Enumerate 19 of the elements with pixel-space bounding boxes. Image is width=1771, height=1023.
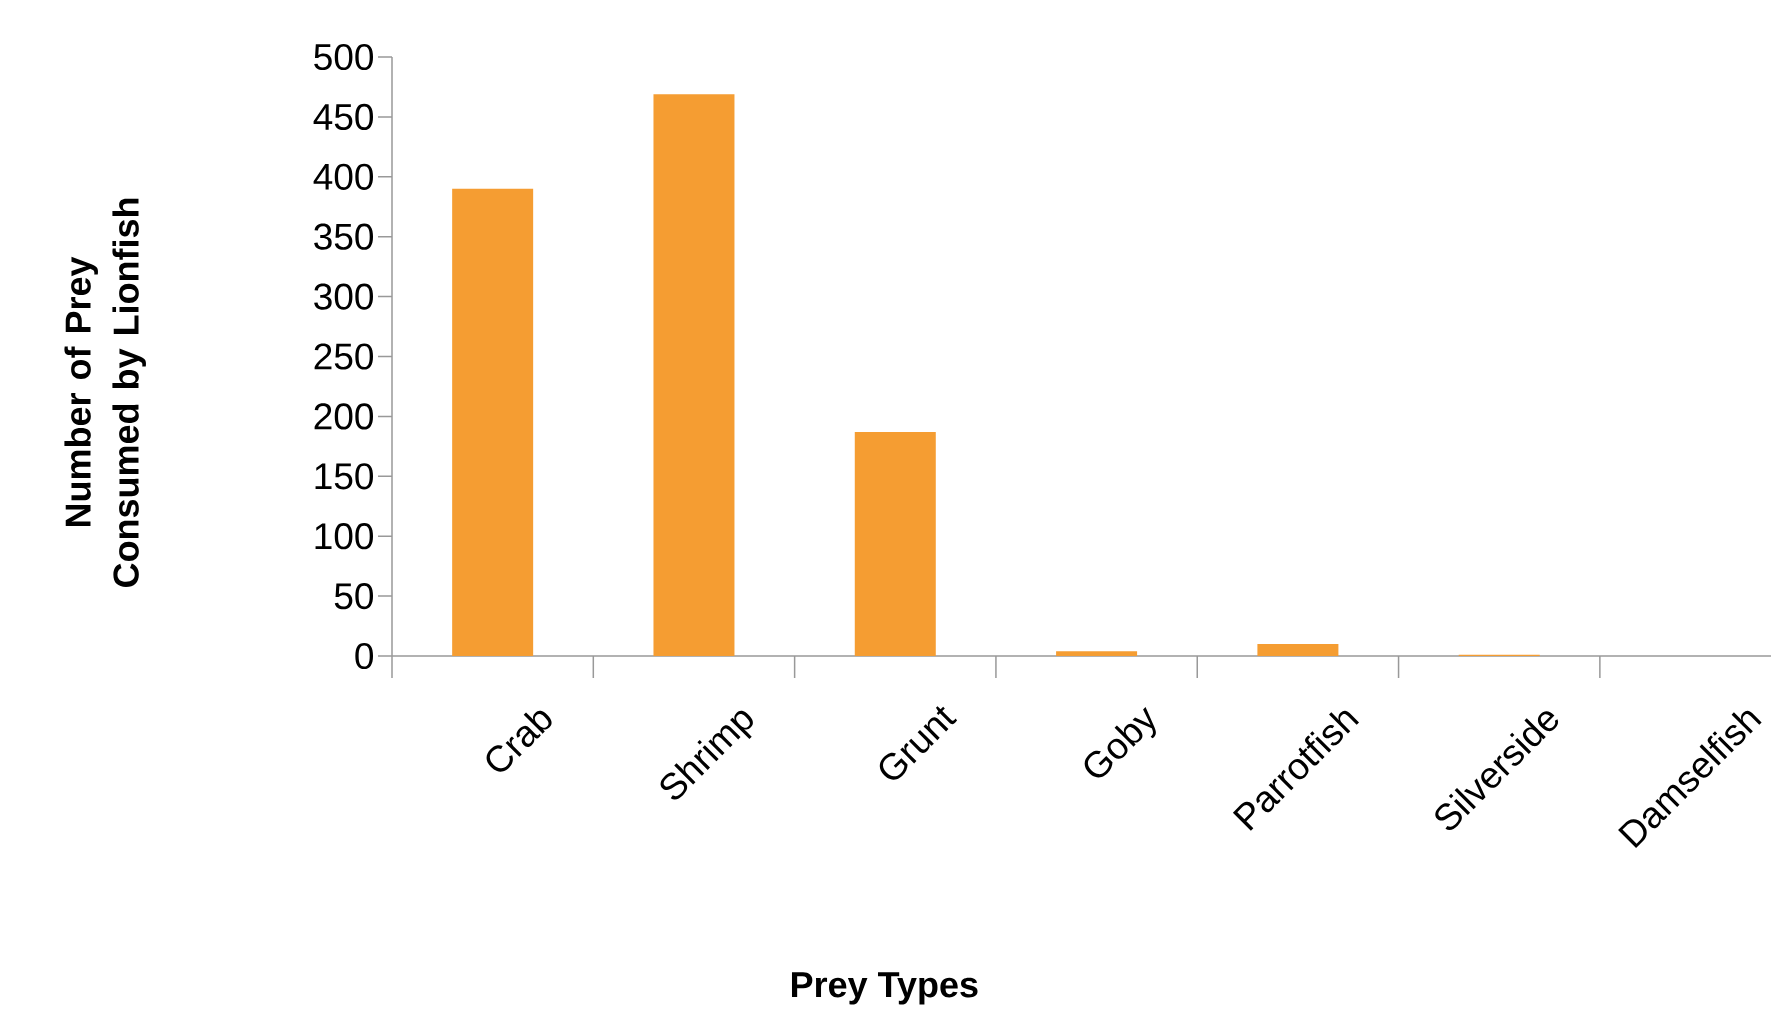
bar [452, 188, 534, 656]
y-tick-label: 100 [315, 523, 374, 550]
y-axis-title: Number of Prey Consumed by Lionfish [64, 198, 146, 587]
y-tick-label: 400 [313, 163, 374, 190]
x-axis-title: Prey Types [791, 972, 978, 1005]
y-tick-label: 500 [314, 43, 374, 71]
bar [653, 94, 735, 656]
y-tick-label: 150 [315, 463, 374, 490]
bar [854, 431, 936, 656]
y-tick-label: 450 [313, 103, 374, 130]
bar [1056, 651, 1138, 656]
x-tick-label: Crab [486, 710, 552, 772]
y-tick-label: 0 [355, 642, 374, 670]
y-tick-label: 50 [334, 583, 374, 610]
y-tick-label: 200 [314, 403, 374, 430]
y-tick-label: 250 [314, 343, 374, 370]
y-tick-label: 300 [314, 283, 374, 310]
y-tick-label: 350 [314, 223, 374, 250]
bar [1257, 644, 1339, 656]
